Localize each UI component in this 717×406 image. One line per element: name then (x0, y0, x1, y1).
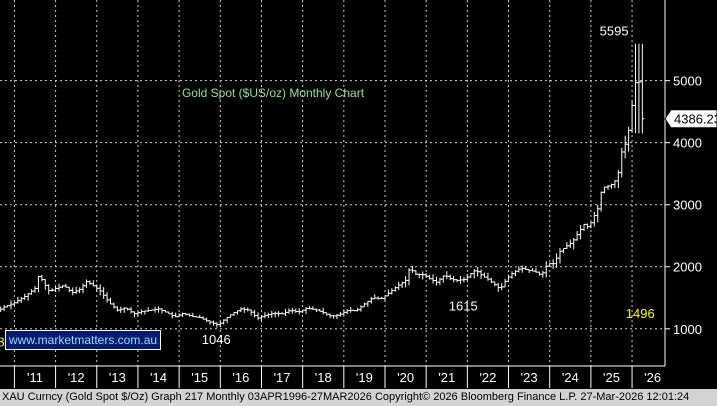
y-tick-label: 4000 (673, 136, 702, 151)
y-tick-label: 2000 (673, 260, 702, 275)
x-tick-label: '20 (397, 370, 414, 385)
footer-bar: XAU Curncy (Gold Spot $/Oz) Graph 217 Mo… (0, 389, 717, 406)
x-tick-label: '15 (191, 370, 208, 385)
last-price-label: 4386.23 (674, 112, 717, 127)
x-tick-label: '24 (562, 370, 579, 385)
y-tick-label: 3000 (673, 198, 702, 213)
y-tick-label: 1000 (673, 322, 702, 337)
annotations: 5595875104616151496 (0, 24, 655, 350)
chart-title: Gold Spot ($US/oz) Monthly Chart (182, 86, 365, 100)
annotation-label: 5595 (600, 24, 629, 39)
watermark-link[interactable]: www.marketmatters.com.au (5, 330, 162, 350)
chart-grid (0, 0, 665, 366)
x-tick-label: '23 (521, 370, 538, 385)
annotation-label: 1046 (202, 332, 231, 347)
x-tick-label: '11 (27, 370, 43, 385)
y-tick-label: 5000 (673, 74, 702, 89)
x-tick-label: '17 (274, 370, 291, 385)
x-tick-label: '25 (603, 370, 620, 385)
x-tick-label: '26 (644, 370, 661, 385)
last-price-marker (664, 109, 717, 129)
annotation-label: 1496 (626, 306, 655, 321)
x-tick-label: '18 (315, 370, 332, 385)
x-tick-label: '13 (109, 370, 126, 385)
gold-price-chart: 1000 2000 3000 4000 5000 4386.23 '11 '12 '13 '14… (0, 0, 717, 388)
x-tick-label: '21 (438, 370, 455, 385)
x-tick-label: '14 (150, 370, 167, 385)
x-tick-label: '12 (68, 370, 85, 385)
y-axis: 1000 2000 3000 4000 5000 4386.23 (664, 0, 717, 366)
x-tick-label: '22 (479, 370, 496, 385)
annotation-label: 1615 (449, 299, 478, 314)
x-axis: '11 '12 '13 '14 '15 '16 '17 '18 '19 '20 '21 '22 '23 '… (0, 365, 665, 388)
x-tick-label: '19 (356, 370, 373, 385)
x-tick-label: '16 (232, 370, 249, 385)
price-bars (0, 43, 645, 328)
